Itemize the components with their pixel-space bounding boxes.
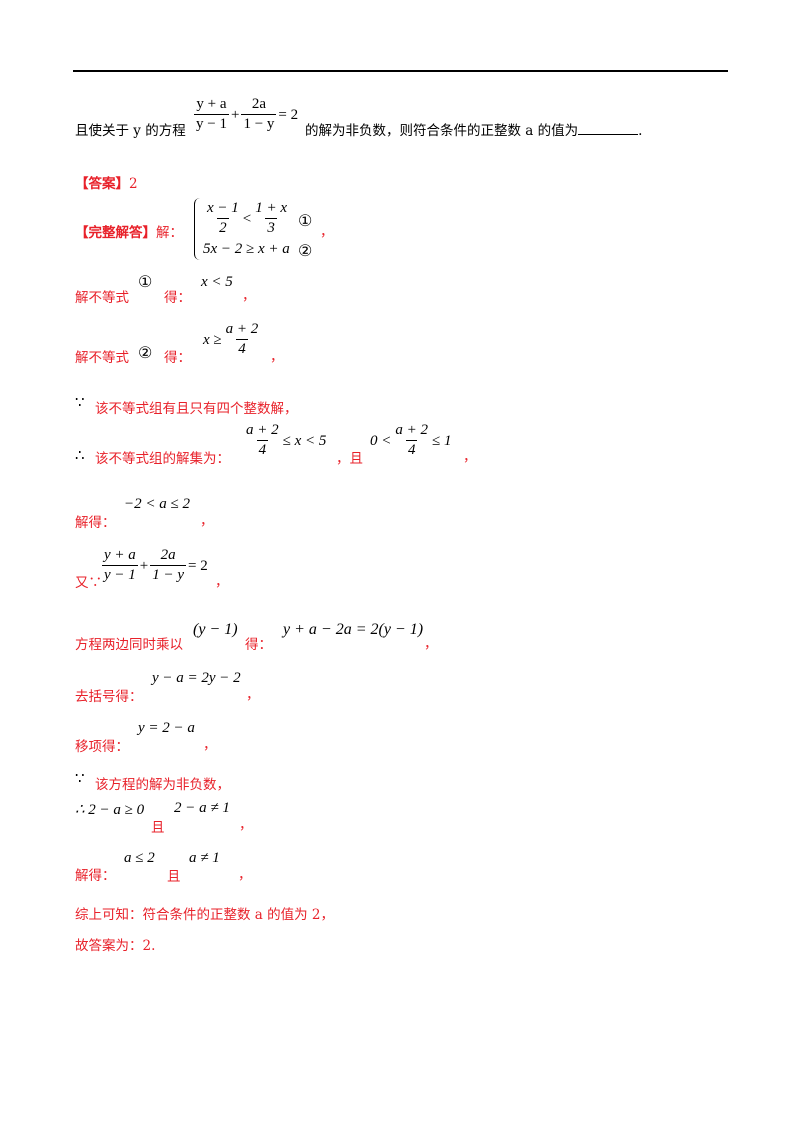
solve1-comma: ， — [200, 513, 214, 529]
because-text-2: 该方程的解为非负数， — [95, 777, 230, 793]
solve2-expr: a ≤ 2 — [124, 850, 155, 866]
step1-mark: ① — [138, 272, 153, 291]
therefore2-comma: ， — [239, 817, 253, 833]
mark-circle-1: ① — [298, 211, 313, 230]
solve1-label: 解得： — [75, 515, 116, 531]
system-comma: ， — [320, 224, 334, 240]
because-symbol-2: ∵ — [75, 769, 85, 787]
step1-comma: ， — [242, 288, 256, 304]
header-rule — [73, 70, 728, 72]
solve2-label: 解得： — [75, 868, 116, 884]
fraction-2: 2a 1 − y — [241, 96, 277, 132]
range-comma: ， — [463, 449, 477, 465]
final-answer-line: 故答案为：2. — [75, 938, 156, 954]
range-expr: 0 < a + 2 4 ≤ 1 — [370, 422, 452, 458]
fraction-1: y + a y − 1 — [194, 96, 229, 132]
therefore2-expr2: 2 − a ≠ 1 — [174, 800, 230, 816]
because-symbol-1: ∵ — [75, 393, 85, 411]
bracket-comma: ， — [246, 687, 260, 703]
solution-set-expr: a + 2 4 ≤ x < 5 — [246, 422, 327, 458]
move-label: 移项得： — [75, 739, 129, 755]
solution-set-and: ，且 — [336, 451, 363, 467]
step2-de: 得： — [164, 350, 191, 366]
also-label: 又∵ — [75, 575, 102, 591]
step1-de: 得： — [164, 290, 191, 306]
step2-result: x ≥ a + 2 4 — [203, 321, 259, 357]
bracket-label: 去括号得： — [75, 689, 143, 705]
move-comma: ， — [203, 737, 217, 753]
step2-comma: ， — [270, 349, 284, 365]
therefore2-and: 且 — [151, 820, 165, 836]
solve2-comma: ， — [238, 867, 252, 883]
also-equation: y + a y − 1 + 2a 1 − y = 2 — [102, 547, 208, 583]
answer-blank — [578, 122, 639, 135]
problem-equation: y + a y − 1 + 2a 1 − y = 2 — [194, 96, 299, 132]
solve1-expr: −2 < a ≤ 2 — [124, 496, 190, 512]
solve2-expr2: a ≠ 1 — [189, 850, 220, 866]
therefore-text-1: 该不等式组的解集为： — [95, 451, 230, 467]
step1-label: 解不等式 — [75, 290, 129, 306]
problem-lead: 且使关于 y 的方程 — [75, 123, 186, 139]
multiply-de: 得： — [245, 637, 272, 653]
therefore2-expr: ∴ 2 − a ≥ 0 — [75, 802, 145, 818]
bracket-expr: y − a = 2y − 2 — [152, 670, 241, 686]
step2-label: 解不等式 — [75, 350, 129, 366]
multiply-comma: ， — [424, 636, 438, 652]
answer-line: 【答案】2 — [75, 176, 138, 192]
step1-result: x < 5 — [201, 274, 233, 290]
system-brace — [194, 198, 203, 260]
step2-mark: ② — [138, 343, 153, 362]
solution-label: 【完整解答】解： — [75, 225, 183, 241]
move-expr: y = 2 − a — [138, 720, 195, 736]
multiply-factor: (y − 1) — [193, 621, 238, 638]
also-comma: ， — [215, 574, 229, 590]
solve2-and: 且 — [167, 869, 181, 885]
because-text-1: 该不等式组有且只有四个整数解， — [95, 401, 298, 417]
multiply-label: 方程两边同时乘以 — [75, 637, 183, 653]
multiply-expr: y + a − 2a = 2(y − 1) — [283, 621, 424, 638]
summary-line: 综上可知：符合条件的正整数 a 的值为 2， — [75, 907, 335, 923]
therefore-symbol-1: ∴ — [75, 446, 85, 464]
system-ineq2: 5x − 2 ≥ x + a — [203, 241, 290, 257]
system-ineq1: x − 1 2 < 1 + x 3 — [207, 200, 288, 236]
mark-circle-2: ② — [298, 241, 313, 260]
problem-tail: 的解为非负数，则符合条件的正整数 a 的值为. — [305, 122, 643, 139]
